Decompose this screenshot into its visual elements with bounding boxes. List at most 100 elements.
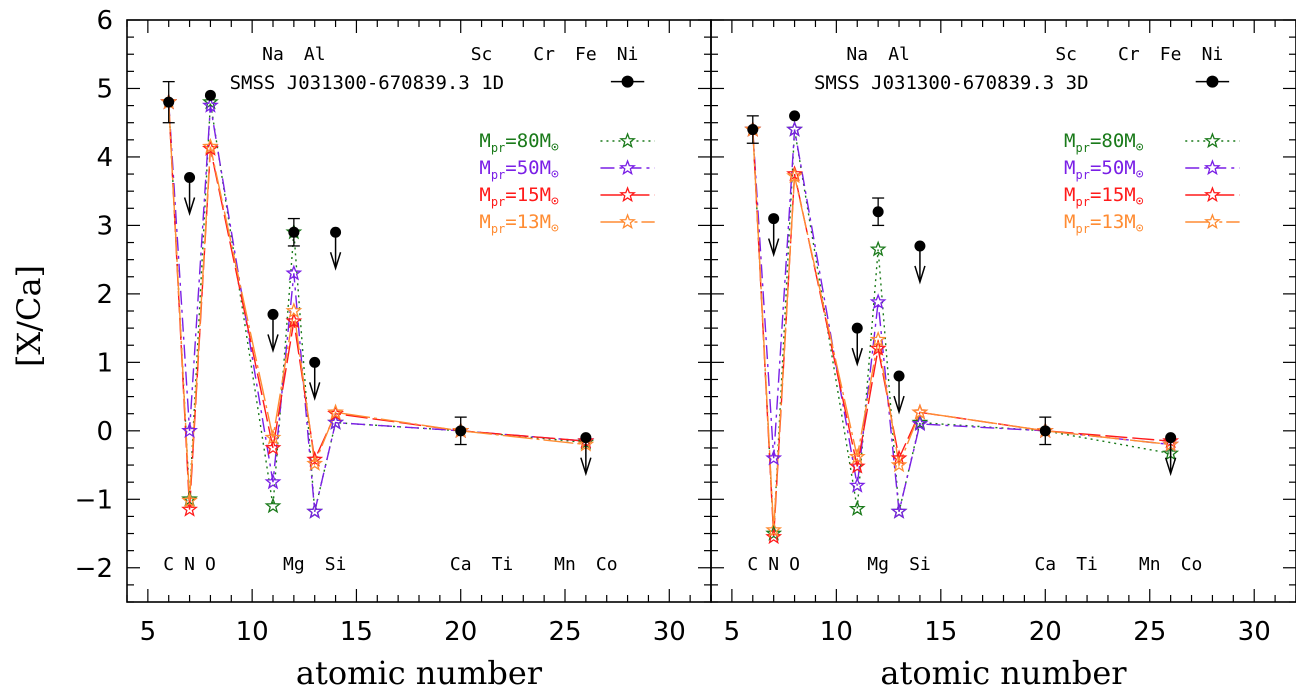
legend-label-m: M xyxy=(1064,184,1075,206)
element-label-top: Al xyxy=(304,44,326,65)
y-axis-label: [X/Ca] xyxy=(10,265,48,367)
legend-label-mass: =15M xyxy=(505,184,551,206)
legend-label-sun: ⊙ xyxy=(1136,167,1144,182)
obs-point xyxy=(789,110,801,122)
obs-point xyxy=(1039,425,1051,437)
element-label-bottom: Co xyxy=(596,554,618,575)
element-label-bottom: Si xyxy=(909,554,931,575)
element-label-top: Ni xyxy=(617,44,639,65)
legend-label-mass: =80M xyxy=(505,130,551,152)
y-tick-label: 0 xyxy=(96,417,113,447)
element-label-bottom: Mg xyxy=(867,554,889,575)
obs-point xyxy=(455,425,467,437)
legend-label-m: M xyxy=(479,157,490,179)
element-label-bottom: Ti xyxy=(492,554,514,575)
plot-frame xyxy=(710,19,1296,603)
legend-label-mass: =13M xyxy=(505,211,551,233)
x-tick-label: 30 xyxy=(1238,617,1271,647)
element-label-top: Fe xyxy=(575,44,597,65)
element-label-bottom: O xyxy=(789,554,800,575)
element-label-bottom: Si xyxy=(325,554,347,575)
obs-point xyxy=(204,89,216,101)
legend-label: Mpr=15M⊙ xyxy=(1064,184,1144,209)
x-axis-label: atomic number xyxy=(880,654,1127,688)
element-label-bottom: Co xyxy=(1181,554,1203,575)
element-label-bottom: Mg xyxy=(283,554,305,575)
obs-point xyxy=(893,370,905,382)
legend-label: Mpr=80M⊙ xyxy=(479,130,559,155)
element-label-top: Na xyxy=(262,44,284,65)
obs-upper-limit-arrowhead xyxy=(580,457,592,477)
obs-point xyxy=(330,226,342,238)
x-tick-label: 5 xyxy=(724,617,741,647)
legend-label-mass: =80M xyxy=(1090,130,1136,152)
obs-upper-limit-arrowhead xyxy=(914,265,926,285)
y-tick-label: 5 xyxy=(96,74,113,104)
obs-upper-limit-arrowhead xyxy=(767,238,780,258)
element-label-top: Cr xyxy=(533,44,555,65)
series-star-m50 xyxy=(786,120,803,137)
legend-label-sub: pr xyxy=(1075,141,1089,155)
element-label-top: Al xyxy=(888,44,910,65)
legend-label-m: M xyxy=(479,211,490,233)
legend-label: Mpr=13M⊙ xyxy=(1064,211,1144,236)
x-tick-label: 25 xyxy=(1133,617,1166,647)
obs-upper-limit-arrowhead xyxy=(183,197,196,216)
legend-label-sub: pr xyxy=(1075,195,1089,209)
legend-label-sub: pr xyxy=(1075,222,1089,236)
series-line-m13 xyxy=(168,102,586,501)
legend-label: Mpr=50M⊙ xyxy=(1064,157,1144,182)
legend-label-m: M xyxy=(1064,130,1075,152)
legend-label-mass: =15M xyxy=(1090,184,1136,206)
y-tick-label: −2 xyxy=(75,554,113,584)
series-star-m50 xyxy=(848,476,866,493)
series-star-m13 xyxy=(911,403,929,420)
series-star-m80 xyxy=(765,524,783,541)
series-star-m50 xyxy=(264,473,282,490)
element-label-top: Cr xyxy=(1118,44,1140,65)
legend-label-m: M xyxy=(1064,157,1075,179)
series-star-m50 xyxy=(911,415,929,432)
panel-title: SMSS J031300-670839.3 3D xyxy=(814,72,1089,94)
element-label-bottom: Mn xyxy=(1139,554,1161,575)
element-label-bottom: Mn xyxy=(554,554,576,575)
obs-point xyxy=(914,240,926,252)
obs-upper-limit-arrowhead xyxy=(329,252,342,271)
element-label-bottom: N xyxy=(184,554,195,575)
series-star-m80 xyxy=(869,240,887,257)
obs-upper-limit-arrowhead xyxy=(1164,457,1177,477)
series-star-m80 xyxy=(264,497,282,514)
legend-star xyxy=(619,186,636,203)
obs-point xyxy=(747,124,759,136)
element-label-bottom: O xyxy=(205,554,216,575)
series-star-m13 xyxy=(869,330,887,347)
legend-label-m: M xyxy=(479,184,490,206)
obs-upper-limit-arrowhead xyxy=(308,382,321,401)
legend-star xyxy=(1204,186,1221,203)
series-star-m80 xyxy=(202,93,219,110)
series-star-m15 xyxy=(786,165,803,182)
legend-label-sub: pr xyxy=(491,141,505,155)
series-star-m50 xyxy=(869,293,887,310)
legend-label-sun: ⊙ xyxy=(551,167,559,182)
series-star-m13 xyxy=(181,491,198,508)
obs-point xyxy=(267,308,279,320)
element-label-top: Fe xyxy=(1160,44,1182,65)
y-tick-label: −1 xyxy=(75,485,113,515)
series-star-m15 xyxy=(890,449,908,466)
panel-title: SMSS J031300-670839.3 1D xyxy=(230,72,505,94)
legend-obs-marker xyxy=(1206,75,1219,88)
x-tick-label: 5 xyxy=(140,617,157,647)
x-tick-label: 25 xyxy=(548,617,581,647)
obs-upper-limit-arrowhead xyxy=(851,347,863,367)
x-axis-label: atomic number xyxy=(296,654,543,688)
y-tick-label: 4 xyxy=(96,143,113,173)
legend-label-sun: ⊙ xyxy=(551,194,559,209)
element-label-top: Sc xyxy=(471,44,493,65)
obs-point xyxy=(288,226,300,238)
legend-label: Mpr=50M⊙ xyxy=(479,157,559,182)
y-tick-label: 6 xyxy=(96,6,113,36)
series-line-m50 xyxy=(752,129,1171,512)
series-star-m50 xyxy=(285,264,303,281)
legend-star xyxy=(619,213,636,230)
